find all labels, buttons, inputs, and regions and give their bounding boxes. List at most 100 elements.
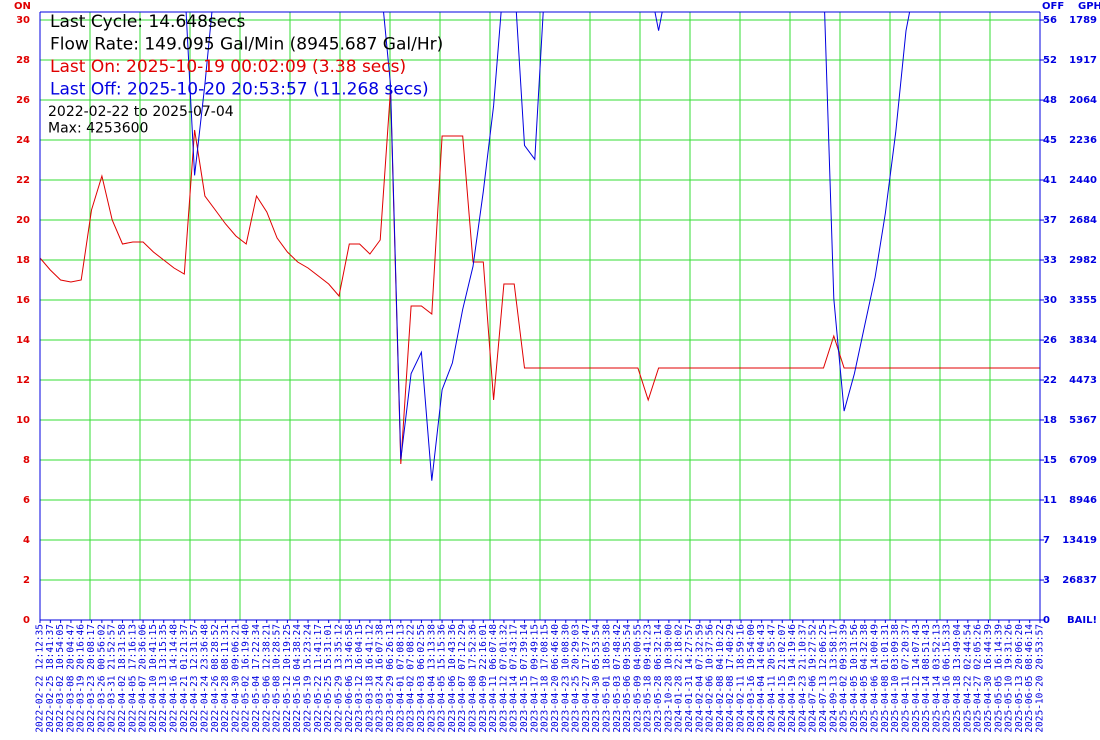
y3-tick-label: 26837 [1062, 575, 1097, 586]
x-tick-label: 2022-02-22 12:12:35 [35, 624, 46, 733]
x-tick-label: 2022-05-02 16:19:40 [241, 624, 252, 733]
x-tick-label: 2023-10-28 10:30:00 [663, 624, 674, 733]
x-tick-label: 2023-04-08 17:52:36 [467, 624, 478, 733]
y3-tick-label: 5367 [1069, 415, 1097, 426]
x-tick-label: 2023-05-01 18:05:38 [602, 624, 613, 733]
y3-axis-header: GPH [1078, 1, 1100, 12]
x-tick-label: 2022-04-16 14:14:48 [169, 624, 180, 733]
y-tick-label: 24 [16, 135, 30, 146]
x-tick-label: 2024-04-15 21:02:07 [777, 624, 788, 733]
x-tick-label: 2023-04-07 07:12:29 [457, 624, 468, 733]
x-tick-label: 2022-04-02 18:31:58 [117, 624, 128, 733]
y3-tick-label: 6709 [1069, 455, 1097, 466]
y2-tick-label: 3 [1043, 575, 1050, 586]
x-tick-label: 2024-04-23 21:10:37 [797, 624, 808, 733]
y3-tick-label: 4473 [1069, 375, 1097, 386]
x-tick-label: 2023-04-09 22:16:01 [478, 624, 489, 733]
y2-axis-header: OFF [1042, 1, 1064, 12]
x-tick-label: 2022-05-06 12:38:21 [261, 624, 272, 733]
x-tick-label: 2023-04-01 07:08:13 [395, 624, 406, 733]
x-tick-label: 2023-05-09 04:00:55 [632, 624, 643, 733]
plot-lines [40, 12, 1040, 481]
annotation: Flow Rate: 149.095 Gal/Min (8945.687 Gal… [50, 35, 443, 55]
x-tick-label: 2024-04-04 14:04:43 [756, 624, 767, 733]
x-tick-label: 2022-03-31 21:52:57 [107, 624, 118, 733]
x-tick-label: 2025-04-16 06:15:33 [942, 624, 953, 733]
x-tick-label: 2022-05-19 15:23:24 [303, 624, 314, 733]
y3-tick-label: 2236 [1069, 135, 1097, 146]
y2-tick-label: 11 [1043, 495, 1057, 506]
x-tick-label: 2025-04-27 02:05:26 [973, 624, 984, 733]
annotation: Last On: 2025-10-19 00:02:09 (3.38 secs) [50, 57, 406, 77]
x-tick-label: 2025-10-20 20:53:57 [1035, 624, 1046, 733]
x-tick-label: 2022-05-29 13:35:12 [333, 624, 344, 733]
x-tick-label: 2025-04-11 07:20:37 [900, 624, 911, 733]
x-tick-label: 2022-06-06 13:46:58 [344, 624, 355, 733]
x-tick-label: 2025-04-05 04:32:38 [859, 624, 870, 733]
y2-tick-label: 15 [1043, 455, 1057, 466]
x-tick-label: 2024-01-31 14:27:57 [684, 624, 695, 733]
y-tick-label: 30 [16, 15, 30, 26]
y3-tick-label: 2684 [1069, 215, 1097, 226]
x-tick-label: 2023-04-12 07:01:32 [498, 624, 509, 733]
y2-tick-label: 56 [1043, 15, 1057, 26]
annotation: Last Off: 2025-10-20 20:53:57 (11.268 se… [50, 80, 429, 100]
series-line [185, 12, 911, 481]
series-line [40, 89, 1040, 465]
y-tick-label: 4 [23, 535, 30, 546]
x-tick-label: 2022-05-08 10:28:57 [272, 624, 283, 733]
y3-tick-label: BAIL! [1067, 615, 1097, 626]
y3-tick-label: 1917 [1069, 55, 1097, 66]
x-tick-label: 2025-04-10 03:09:38 [890, 624, 901, 733]
x-tick-label: 2023-05-03 07:48:42 [612, 624, 623, 733]
y-tick-label: 8 [23, 455, 30, 466]
x-tick-label: 2024-02-04 07:32:59 [694, 624, 705, 733]
x-tick-label: 2022-04-26 08:28:52 [210, 624, 221, 733]
x-tick-label: 2023-05-06 09:35:54 [622, 624, 633, 733]
y3-tick-label: 8946 [1069, 495, 1097, 506]
x-tick-label: 2022-03-02 10:54:05 [55, 624, 66, 733]
y-axis-header: ON [14, 1, 31, 12]
x-tick-label: 2023-03-18 16:41:12 [364, 624, 375, 733]
x-tick-label: 2022-02-25 18:41:37 [45, 624, 56, 733]
x-tick-label: 2025-04-05 10:31:56 [849, 624, 860, 733]
y2-tick-label: 41 [1043, 175, 1057, 186]
x-tick-label: 2022-04-07 20:36:06 [138, 624, 149, 733]
x-tick-label: 2024-07-06 19:27:52 [808, 624, 819, 733]
grid [40, 12, 1040, 620]
y3-tick-label: 2440 [1069, 175, 1097, 186]
y-tick-label: 18 [16, 255, 30, 266]
y2-tick-label: 0 [1043, 615, 1050, 626]
x-tick-label: 2022-03-19 20:16:46 [76, 624, 87, 733]
x-tick-label: 2024-01-28 22:18:02 [674, 624, 685, 733]
x-tick-label: 2024-02-11 18:59:16 [736, 624, 747, 733]
x-tick-label: 2025-04-14 03:52:13 [931, 624, 942, 733]
x-tick-label: 2024-02-08 04:10:22 [715, 624, 726, 733]
annotation: Last Cycle: 14.648secs [50, 12, 246, 32]
x-tick-label: 2023-04-05 15:15:36 [437, 624, 448, 733]
x-tick-label: 2022-05-22 11:41:17 [313, 624, 324, 733]
x-tick-label: 2025-04-30 16:44:39 [983, 624, 994, 733]
y2-tick-label: 26 [1043, 335, 1057, 346]
y2-tick-label: 52 [1043, 55, 1057, 66]
y-tick-label: 6 [23, 495, 30, 506]
x-tick-label: 2022-05-12 10:19:25 [282, 624, 293, 733]
x-tick-label: 2022-03-23 20:08:17 [86, 624, 97, 733]
y3-tick-label: 3834 [1069, 335, 1097, 346]
x-tick-label: 2023-04-27 17:37:47 [581, 624, 592, 733]
x-tick-label: 2023-05-28 06:32:14 [653, 624, 664, 733]
x-tick-label: 2022-04-13 13:15:35 [158, 624, 169, 733]
x-tick-label: 2025-04-02 09:33:39 [839, 624, 850, 733]
x-tick-label: 2024-02-08 17:40:29 [725, 624, 736, 733]
y2-tick-label: 30 [1043, 295, 1057, 306]
x-tick-label: 2025-04-08 01:01:31 [880, 624, 891, 733]
x-tick-label: 2023-03-29 06:26:13 [385, 624, 396, 733]
x-tick-label: 2024-02-06 10:37:56 [705, 624, 716, 733]
x-tick-label: 2023-04-14 07:43:17 [509, 624, 520, 733]
annotation: Max: 4253600 [48, 121, 148, 137]
x-tick-label: 2023-04-06 10:43:36 [447, 624, 458, 733]
x-tick-label: 2023-03-12 16:04:15 [354, 624, 365, 733]
y-tick-label: 28 [16, 55, 30, 66]
y-tick-label: 12 [16, 375, 30, 386]
